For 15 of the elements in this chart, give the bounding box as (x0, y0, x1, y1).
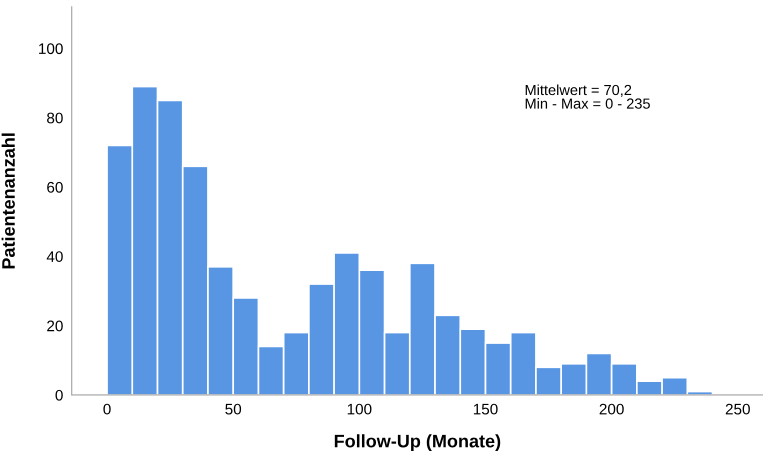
x-tick-label: 0 (103, 404, 111, 415)
x-tick-label: 200 (600, 404, 624, 415)
y-tick-label: 80 (47, 112, 63, 124)
y-tick-label: 20 (47, 320, 63, 332)
x-axis-title: Follow-Up (Monate) (334, 434, 500, 452)
x-tick-label: 100 (348, 404, 372, 415)
annotation: Mittelwert = 70,2 Min - Max = 0 - 235 (526, 84, 650, 109)
y-tick-label: 0 (55, 390, 63, 401)
y-tick-label: 40 (46, 251, 63, 262)
x-tick-label: 150 (474, 404, 498, 415)
x-tick-label: 50 (225, 404, 242, 415)
y-tick-label: 100 (39, 43, 63, 54)
x-tick-label: 250 (726, 404, 750, 415)
y-tick-label: 60 (47, 182, 63, 193)
y-axis-title: Patientenanzahl (2, 133, 15, 268)
